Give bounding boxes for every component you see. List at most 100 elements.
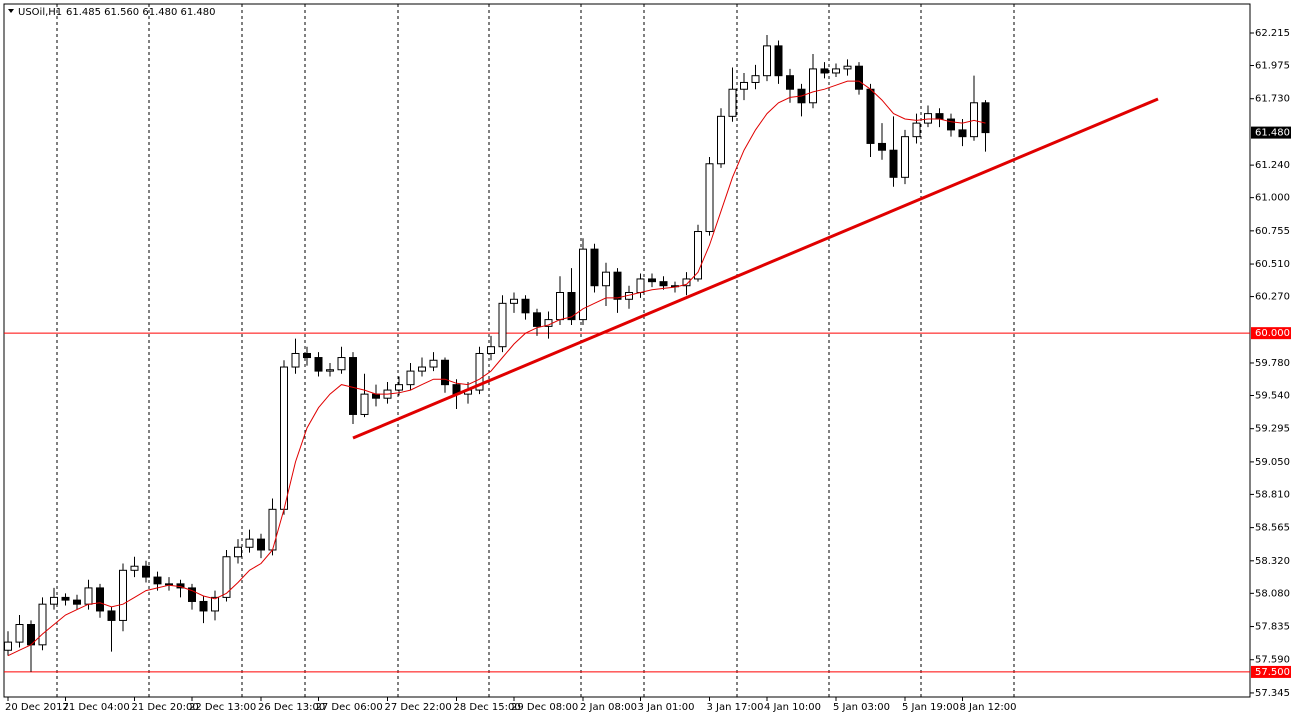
candle-body <box>521 298 530 314</box>
candle-body <box>533 312 541 327</box>
candle-body <box>199 600 208 612</box>
y-tick-label: 61.000 <box>1255 193 1290 204</box>
candle-body <box>774 45 783 77</box>
candle-body <box>234 546 242 558</box>
y-tick-label: 61.240 <box>1255 160 1290 171</box>
candle-body <box>96 587 104 612</box>
candle-body <box>820 68 829 74</box>
candle-body <box>843 65 852 70</box>
candle-body <box>935 113 944 120</box>
candle-body <box>441 359 449 386</box>
candle-body <box>659 281 668 287</box>
candle-body <box>314 357 323 372</box>
y-tick-label: 60.755 <box>1255 226 1290 237</box>
current-price-box <box>1251 126 1291 139</box>
candle-body <box>832 68 840 74</box>
level-label: 60.000 <box>1255 328 1290 339</box>
candle-body <box>705 163 714 233</box>
candle-body <box>291 352 300 368</box>
y-tick-label: 58.810 <box>1255 489 1290 500</box>
plot-frame <box>3 3 1251 698</box>
candle-body <box>360 393 369 415</box>
candle-body <box>429 359 438 368</box>
candle-body <box>418 366 426 372</box>
y-tick-label: 57.345 <box>1255 688 1290 699</box>
candle-body <box>878 142 886 151</box>
quote: 61.485 61.560 61.480 61.480 <box>66 7 216 18</box>
x-tick-label: 26 Dec 13:00 <box>258 702 325 713</box>
y-tick-label: 57.590 <box>1255 655 1290 666</box>
x-tick-label: 29 Dec 08:00 <box>511 702 578 713</box>
candle-body <box>809 68 817 104</box>
candle-body <box>4 641 12 651</box>
y-tick-label: 60.270 <box>1255 292 1290 303</box>
level-box <box>1251 327 1291 340</box>
candle-body <box>107 610 116 621</box>
candle-body <box>636 278 645 294</box>
candle-body <box>694 231 702 280</box>
x-tick-label: 21 Dec 20:00 <box>132 702 199 713</box>
candle-body <box>682 278 691 287</box>
candle-body <box>84 587 93 605</box>
y-tick-label: 61.975 <box>1255 61 1290 72</box>
level-label: 57.500 <box>1255 667 1290 678</box>
candle-body <box>855 65 863 90</box>
separators <box>56 4 1015 697</box>
candle-body <box>211 596 219 612</box>
x-tick-label: 4 Jan 10:00 <box>764 702 821 713</box>
candle-body <box>257 538 265 551</box>
candle-body <box>349 357 357 415</box>
candle-body <box>556 292 564 321</box>
candle-body <box>130 565 139 571</box>
y-tick-label: 59.050 <box>1255 457 1290 468</box>
candle-body <box>763 45 771 77</box>
candle-body <box>901 136 909 178</box>
candle-body <box>912 122 921 138</box>
candle-body <box>728 88 737 117</box>
x-tick-label: 2 Jan 08:00 <box>580 702 637 713</box>
candle-body <box>153 576 162 585</box>
candle-body <box>981 102 990 134</box>
candle-body <box>487 346 495 354</box>
candle-body <box>50 596 58 605</box>
y-tick-label: 59.540 <box>1255 390 1290 401</box>
current-price-label: 61.480 <box>1255 128 1290 139</box>
level-box <box>1251 665 1291 678</box>
candle-body <box>142 565 150 578</box>
candle-body <box>648 278 656 283</box>
candle-body <box>222 556 231 598</box>
candle-body <box>717 115 725 165</box>
y-tick-label: 61.730 <box>1255 94 1290 105</box>
candle-body <box>947 118 955 131</box>
candle-body <box>602 271 610 287</box>
candle-body <box>740 81 748 90</box>
candle-body <box>372 393 380 399</box>
candle-body <box>475 352 484 391</box>
x-tick-label: 20 Dec 2017 <box>5 702 69 713</box>
candle-body <box>958 129 967 138</box>
candle-body <box>889 149 898 178</box>
moving-average <box>7 80 986 657</box>
candle-body <box>751 75 760 83</box>
candle-body <box>970 102 978 138</box>
x-tick-label: 27 Dec 22:00 <box>385 702 452 713</box>
candle-body <box>326 369 334 372</box>
symbol: USOil,H1 <box>18 7 62 18</box>
candle-body <box>567 292 576 321</box>
x-tick-label: 28 Dec 15:00 <box>454 702 521 713</box>
candle-body <box>406 370 415 386</box>
candle-body <box>337 357 346 371</box>
x-tick-label: 5 Jan 19:00 <box>902 702 959 713</box>
y-tick-label: 58.320 <box>1255 556 1290 567</box>
candle-body <box>866 88 875 144</box>
candle-body <box>590 248 599 287</box>
candle-body <box>303 352 311 359</box>
y-tick-label: 58.080 <box>1255 588 1290 599</box>
candle-body <box>579 248 587 321</box>
candle-body <box>188 587 196 602</box>
candle-body <box>924 113 932 124</box>
x-tick-label: 8 Jan 12:00 <box>960 702 1017 713</box>
